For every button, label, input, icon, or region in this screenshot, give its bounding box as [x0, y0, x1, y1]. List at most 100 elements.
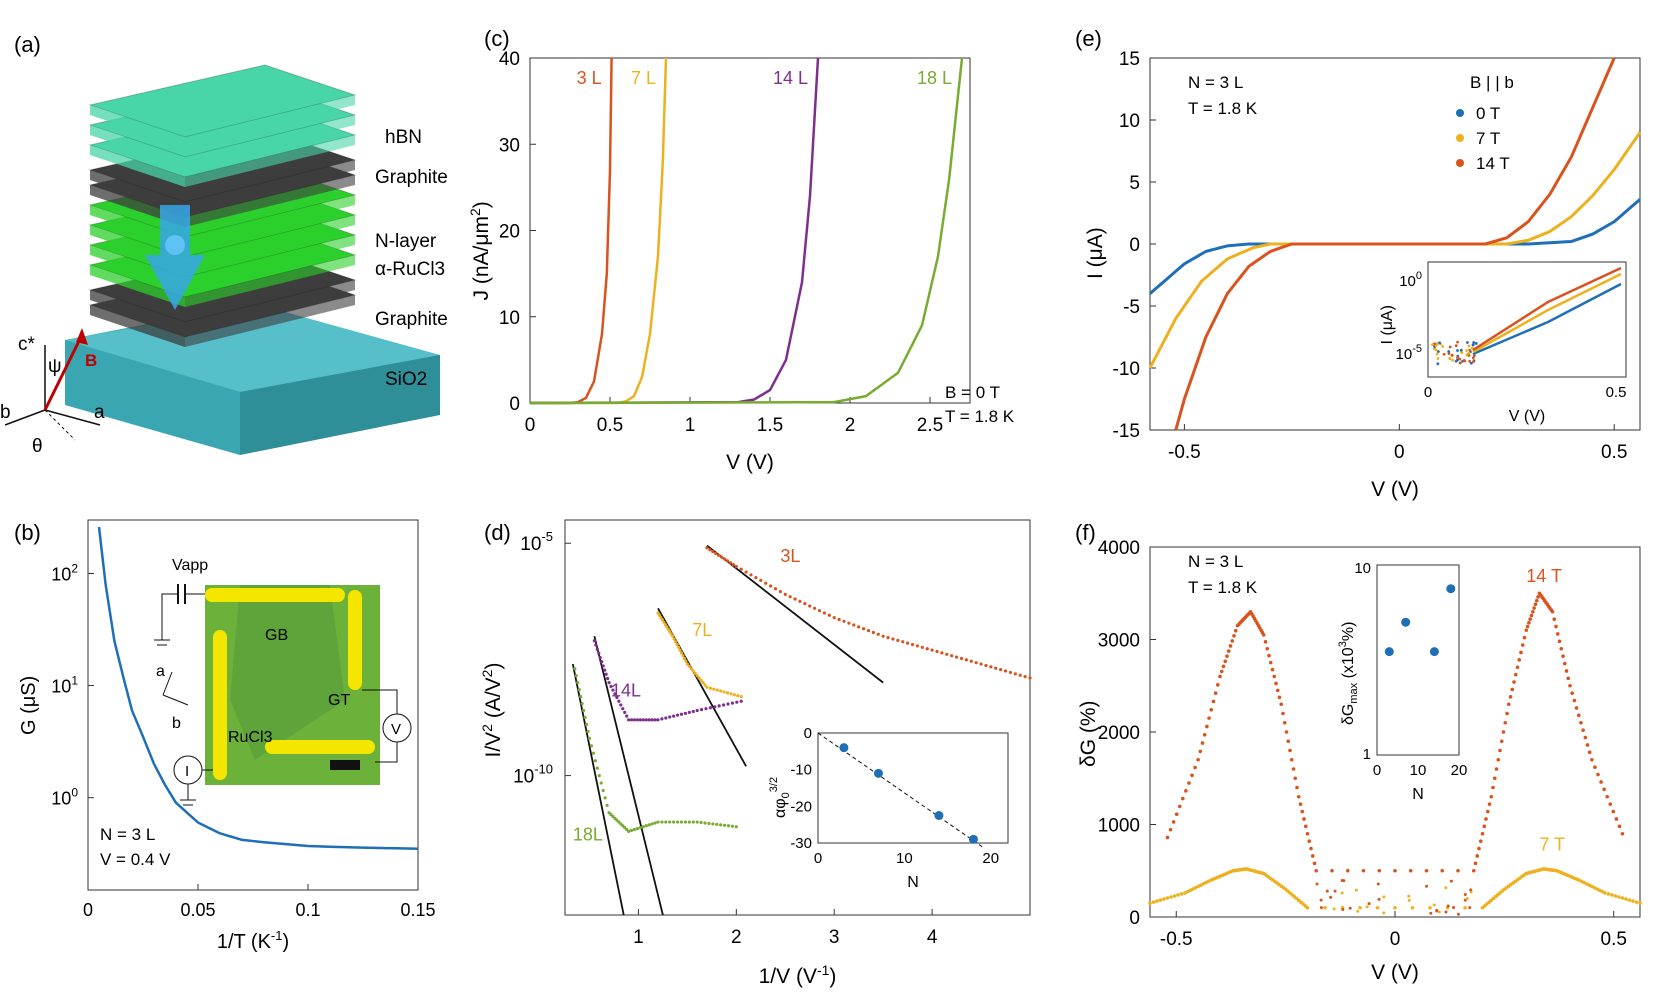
data-point-14t: [1593, 765, 1597, 769]
inset-label-gt: GT: [328, 692, 350, 709]
data-point-3l: [798, 600, 801, 603]
data-point-14t: [1190, 773, 1194, 777]
data-point-14t: [1586, 743, 1590, 747]
data-point-14t: [1314, 869, 1318, 873]
legend-entry: 0 T: [1476, 104, 1500, 123]
inset-noise-point: [1438, 341, 1441, 344]
layer-label-rucl3: α-RuCl3: [375, 259, 445, 280]
noise-point: [1466, 897, 1469, 900]
x-axis-label: V (V): [1371, 961, 1419, 984]
y-tick-label: 3000: [1098, 631, 1140, 652]
data-point-18l: [715, 823, 718, 826]
data-point-14t: [1495, 767, 1499, 771]
data-point-14l: [636, 718, 639, 721]
inset-noise-point: [1436, 362, 1439, 365]
data-point-14t: [1573, 699, 1577, 703]
data-point-14l: [656, 718, 659, 721]
data-point-14t: [1234, 629, 1238, 633]
data-point-7t: [1624, 897, 1628, 901]
inset-noise-point: [1466, 341, 1469, 344]
data-point-14t: [1193, 766, 1197, 770]
data-point-14l: [700, 708, 703, 711]
x-tick-label: 1: [685, 415, 696, 436]
panel-e-label: (e): [1075, 26, 1102, 51]
data-point-14t: [1566, 677, 1570, 681]
data-point-14l: [642, 718, 645, 721]
data-point-18l: [576, 681, 579, 684]
data-point-3l: [838, 618, 841, 621]
noise-point: [1382, 911, 1385, 914]
data-point-7t: [1638, 901, 1642, 905]
inset-noise-point: [1436, 353, 1439, 356]
inset-y-tick-label: -30: [790, 835, 812, 852]
y-tick-exp: 1: [71, 674, 78, 688]
inset-noise-point: [1468, 352, 1471, 355]
data-point-14t: [1265, 647, 1269, 651]
data-point-14l: [602, 664, 605, 667]
inset-noise-point: [1437, 350, 1440, 353]
data-point-18l: [676, 820, 679, 823]
inset-noise-point: [1472, 357, 1475, 360]
data-point-3l: [940, 651, 943, 654]
x-tick-label: 0.5: [597, 415, 623, 436]
y-tick-exp: 0: [71, 786, 78, 800]
data-point-14t: [1590, 758, 1594, 762]
data-point-14t: [1500, 739, 1504, 743]
data-point-18l: [636, 827, 639, 830]
data-point-3l: [965, 658, 968, 661]
data-point-14t: [1527, 621, 1531, 625]
x-tick-label: 2.5: [917, 415, 943, 436]
layer-stack: [90, 65, 355, 347]
data-point-14t: [1563, 662, 1567, 666]
data-point-14t: [1178, 805, 1182, 809]
data-point-7t: [1306, 906, 1310, 910]
data-point-14t: [1588, 751, 1592, 755]
inset-noise-point: [1472, 344, 1475, 347]
data-point-3l: [935, 650, 938, 653]
data-point-14t: [1377, 869, 1381, 873]
data-point-14t: [1488, 802, 1492, 806]
data-point-3l: [960, 657, 963, 660]
data-point-14l: [619, 703, 622, 706]
inset-data-point: [839, 743, 848, 752]
inset-label-vapp: Vapp: [172, 557, 208, 574]
data-point-3l: [729, 561, 732, 564]
data-point-14t: [1187, 781, 1191, 785]
data-point-3l: [926, 647, 929, 650]
ground-wire: [162, 594, 178, 640]
data-point-14l: [600, 660, 603, 663]
legend-marker: [1456, 159, 1464, 167]
data-point-7t: [1358, 906, 1362, 910]
y-axis-label: I (μA): [1084, 227, 1107, 279]
data-point-14t: [1514, 673, 1518, 677]
data-point-14t: [1196, 758, 1200, 762]
noise-point: [1408, 899, 1411, 902]
electrode-left: [213, 630, 227, 780]
data-point-3l: [789, 595, 792, 598]
x-tick-label: 1.5: [757, 415, 783, 436]
panel-e-note-t: T = 1.8 K: [1188, 99, 1258, 118]
data-point-7t: [1155, 899, 1159, 903]
data-point-14l: [660, 717, 663, 720]
x-tick-label: 2: [845, 415, 856, 436]
legend-entry: 14 T: [1476, 154, 1510, 173]
inset-noise-point: [1460, 349, 1463, 352]
data-point-3l: [921, 646, 924, 649]
x-tick-label: 1: [633, 927, 644, 948]
noise-point: [1334, 890, 1337, 893]
inset-x-tick-label: 0: [1373, 762, 1381, 779]
panel-f-label: (f): [1075, 520, 1096, 545]
data-point-3l: [714, 552, 717, 555]
y-tick-exp: 2: [71, 561, 78, 575]
inset-x-tick-label: 20: [982, 850, 999, 867]
data-point-14l: [709, 706, 712, 709]
data-point-14t: [1577, 714, 1581, 718]
inset-label-a: a: [156, 663, 165, 680]
data-point-3l: [720, 556, 723, 559]
inset-noise-point: [1436, 343, 1439, 346]
data-point-14t: [1172, 820, 1176, 824]
noise-point: [1438, 910, 1441, 913]
data-point-14t: [1556, 632, 1560, 636]
data-point-14t: [1599, 780, 1603, 784]
